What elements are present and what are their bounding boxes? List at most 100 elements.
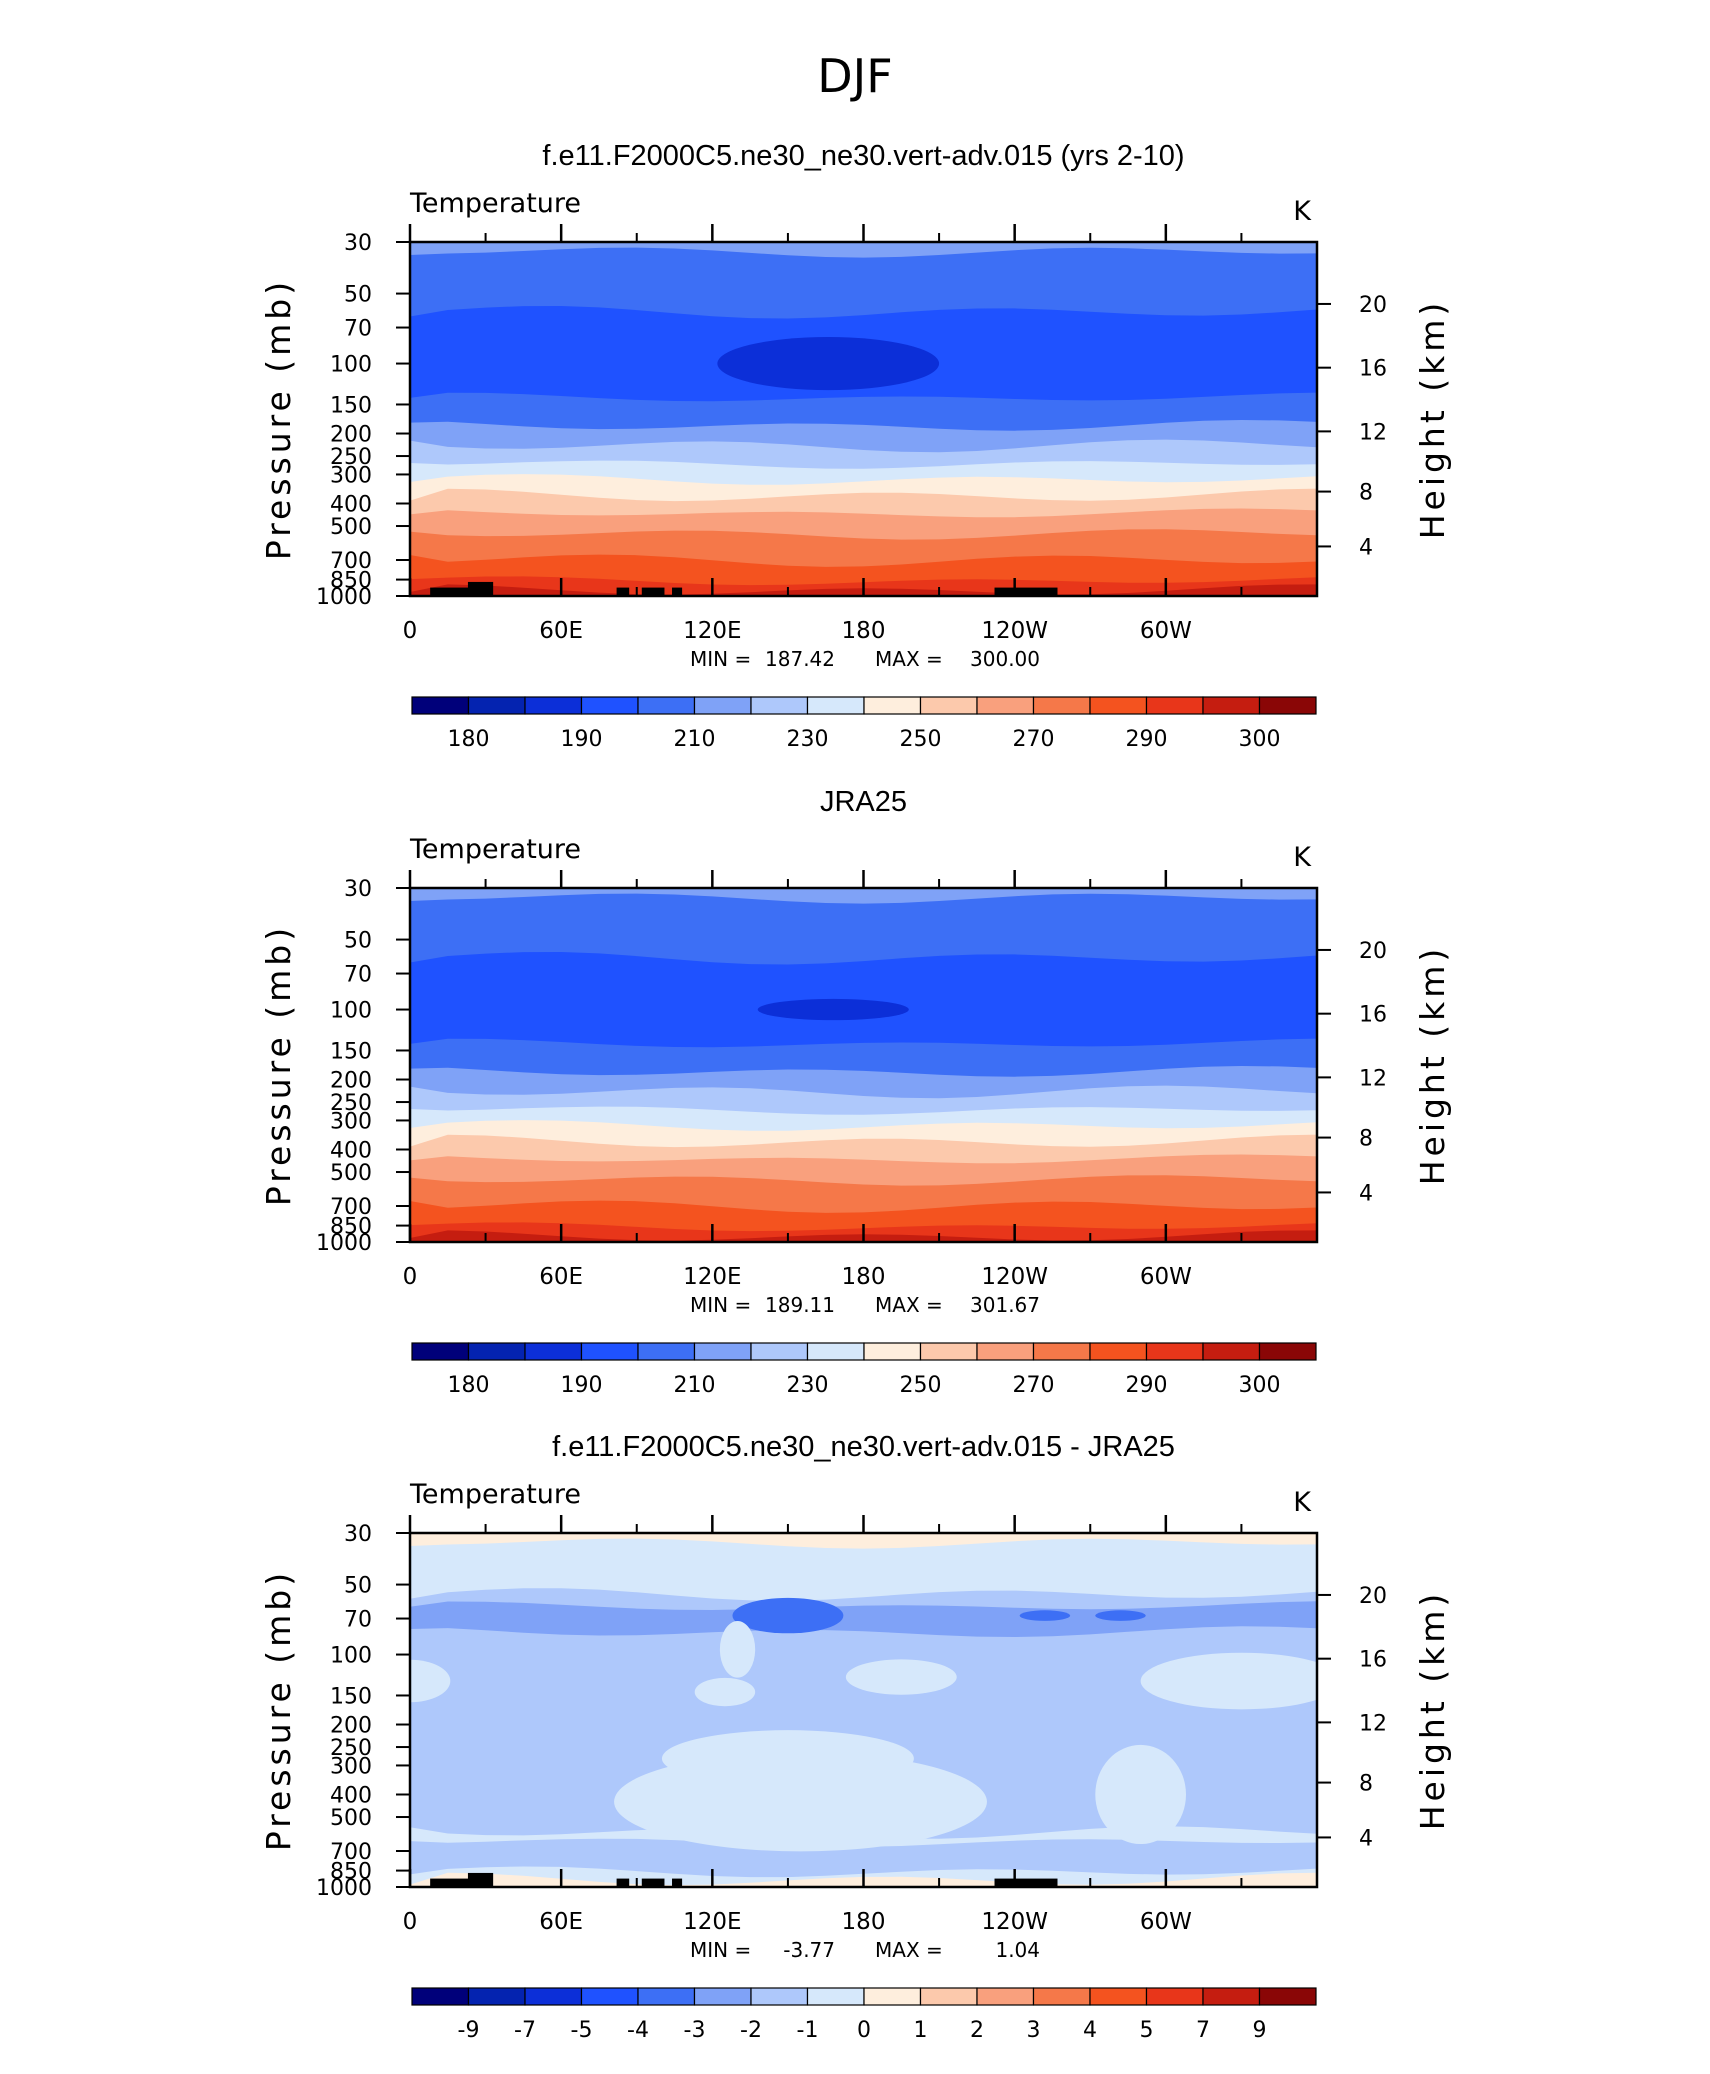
colorbar-swatch (580, 1342, 639, 1361)
y-tick-label: 30 (344, 1522, 372, 1547)
colorbar-swatch (637, 1342, 696, 1361)
colorbar-label: 190 (561, 727, 603, 752)
colorbar-label: 250 (900, 1373, 942, 1398)
colorbar-label: 2 (970, 2018, 984, 2043)
colorbar-swatch (1032, 1987, 1091, 2006)
y-axis-label-right: Height (km) (1413, 1590, 1452, 1831)
contour-field (410, 1533, 1317, 1887)
contour-blob (1019, 1610, 1071, 1621)
colorbar-swatch (806, 696, 865, 715)
topography-mask (467, 1872, 494, 1887)
colorbar-label: 9 (1253, 2018, 1267, 2043)
x-tick-label: 60W (1140, 1264, 1192, 1290)
max-label: MAX = (875, 647, 943, 671)
y-tick-label: 100 (330, 353, 372, 378)
page-title: DJF (817, 49, 892, 103)
y-tick-label: 400 (330, 492, 372, 517)
contour-blob (1095, 1744, 1186, 1845)
height-tick-label: 20 (1359, 1584, 1387, 1609)
contour-blob (757, 998, 909, 1021)
height-tick-label: 8 (1359, 1772, 1373, 1797)
height-tick-label: 4 (1359, 1181, 1373, 1206)
height-tick-label: 12 (1359, 1711, 1387, 1736)
colorbar-swatch (467, 1987, 526, 2006)
colorbar-swatch (411, 1987, 470, 2006)
contour-blob (410, 1659, 451, 1703)
y-tick-label: 1000 (316, 1876, 372, 1901)
y-tick-label: 50 (344, 929, 372, 954)
colorbar-label: 250 (900, 727, 942, 752)
y-tick-label: 500 (330, 1161, 372, 1186)
colorbar-label: 290 (1126, 727, 1168, 752)
colorbar-swatch (750, 696, 809, 715)
contour-blob (845, 1659, 957, 1695)
y-tick-label: 250 (330, 1736, 372, 1761)
topography-mask (616, 587, 630, 596)
colorbar-swatch (1032, 696, 1091, 715)
topography-mask (616, 1878, 630, 1887)
colorbar-label: -3 (684, 2018, 706, 2043)
contour-blob (1140, 1652, 1317, 1710)
min-label: MIN = (690, 1938, 751, 1962)
colorbar-swatch (693, 1342, 752, 1361)
y-tick-label: 70 (344, 317, 372, 342)
colorbar-swatch (1258, 1342, 1317, 1361)
topography-mask (994, 587, 1058, 596)
y-axis-label: Pressure (mb) (259, 278, 298, 560)
min-value: 187.42 (765, 647, 835, 671)
y-tick-label: 150 (330, 1684, 372, 1709)
colorbar-label: 180 (448, 1373, 490, 1398)
chart-panel-model: f.e11.F2000C5.ne30_ne30.vert-adv.015 (yr… (259, 140, 1452, 752)
y-tick-label: 400 (330, 1783, 372, 1808)
x-tick-label: 0 (403, 618, 418, 644)
colorbar-label: -2 (740, 2018, 762, 2043)
x-tick-label: 120E (683, 1909, 741, 1935)
y-tick-label: 50 (344, 283, 372, 308)
colorbar-swatch (750, 1342, 809, 1361)
chart-panel-reanalysis: JRA25 Temperature K 0 60E 120E 180 120W 60W 30 50 7… (259, 786, 1452, 1398)
topography-mask (430, 587, 491, 596)
colorbar-label: -5 (571, 2018, 593, 2043)
colorbar-swatch (524, 1987, 583, 2006)
colorbar-label: 300 (1239, 727, 1281, 752)
units-label: K (1293, 1487, 1312, 1518)
colorbar-swatch (580, 1987, 639, 2006)
height-tick-label: 8 (1359, 481, 1373, 506)
y-tick-label: 1000 (316, 585, 372, 610)
x-tick-label: 120E (683, 618, 741, 644)
y-tick-label: 50 (344, 1574, 372, 1599)
x-tick-label: 180 (842, 1909, 886, 1935)
y-tick-label: 1000 (316, 1231, 372, 1256)
height-tick-label: 20 (1359, 939, 1387, 964)
colorbar-swatch (693, 1987, 752, 2006)
colorbar-label: -7 (514, 2018, 536, 2043)
height-tick-label: 4 (1359, 535, 1373, 560)
min-label: MIN = (690, 1293, 751, 1317)
y-tick-label: 30 (344, 877, 372, 902)
y-tick-label: 250 (330, 445, 372, 470)
colorbar-label: 270 (1013, 1373, 1055, 1398)
x-tick-label: 60W (1140, 618, 1192, 644)
colorbar-swatch (637, 1987, 696, 2006)
colorbar-swatch (580, 696, 639, 715)
colorbar-swatch (1089, 696, 1148, 715)
max-value: 1.04 (995, 1938, 1040, 1962)
x-tick-label: 0 (403, 1264, 418, 1290)
colorbar-swatch (1145, 1987, 1204, 2006)
colorbar-label: 1 (914, 2018, 928, 2043)
y-tick-label: 850 (330, 1215, 372, 1240)
y-axis-label: Pressure (mb) (259, 1569, 298, 1851)
colorbar-label: -4 (627, 2018, 649, 2043)
topography-mask (641, 587, 665, 596)
colorbar-swatch (467, 696, 526, 715)
colorbar-swatch (976, 1342, 1035, 1361)
colorbar-label: 190 (561, 1373, 603, 1398)
topography-mask (467, 581, 494, 596)
y-tick-label: 150 (330, 1039, 372, 1064)
x-tick-label: 120W (981, 1264, 1048, 1290)
min-label: MIN = (690, 647, 751, 671)
chart-panel-difference: f.e11.F2000C5.ne30_ne30.vert-adv.015 - J… (259, 1431, 1452, 2043)
colorbar-swatch (750, 1987, 809, 2006)
colorbar-swatch (693, 696, 752, 715)
